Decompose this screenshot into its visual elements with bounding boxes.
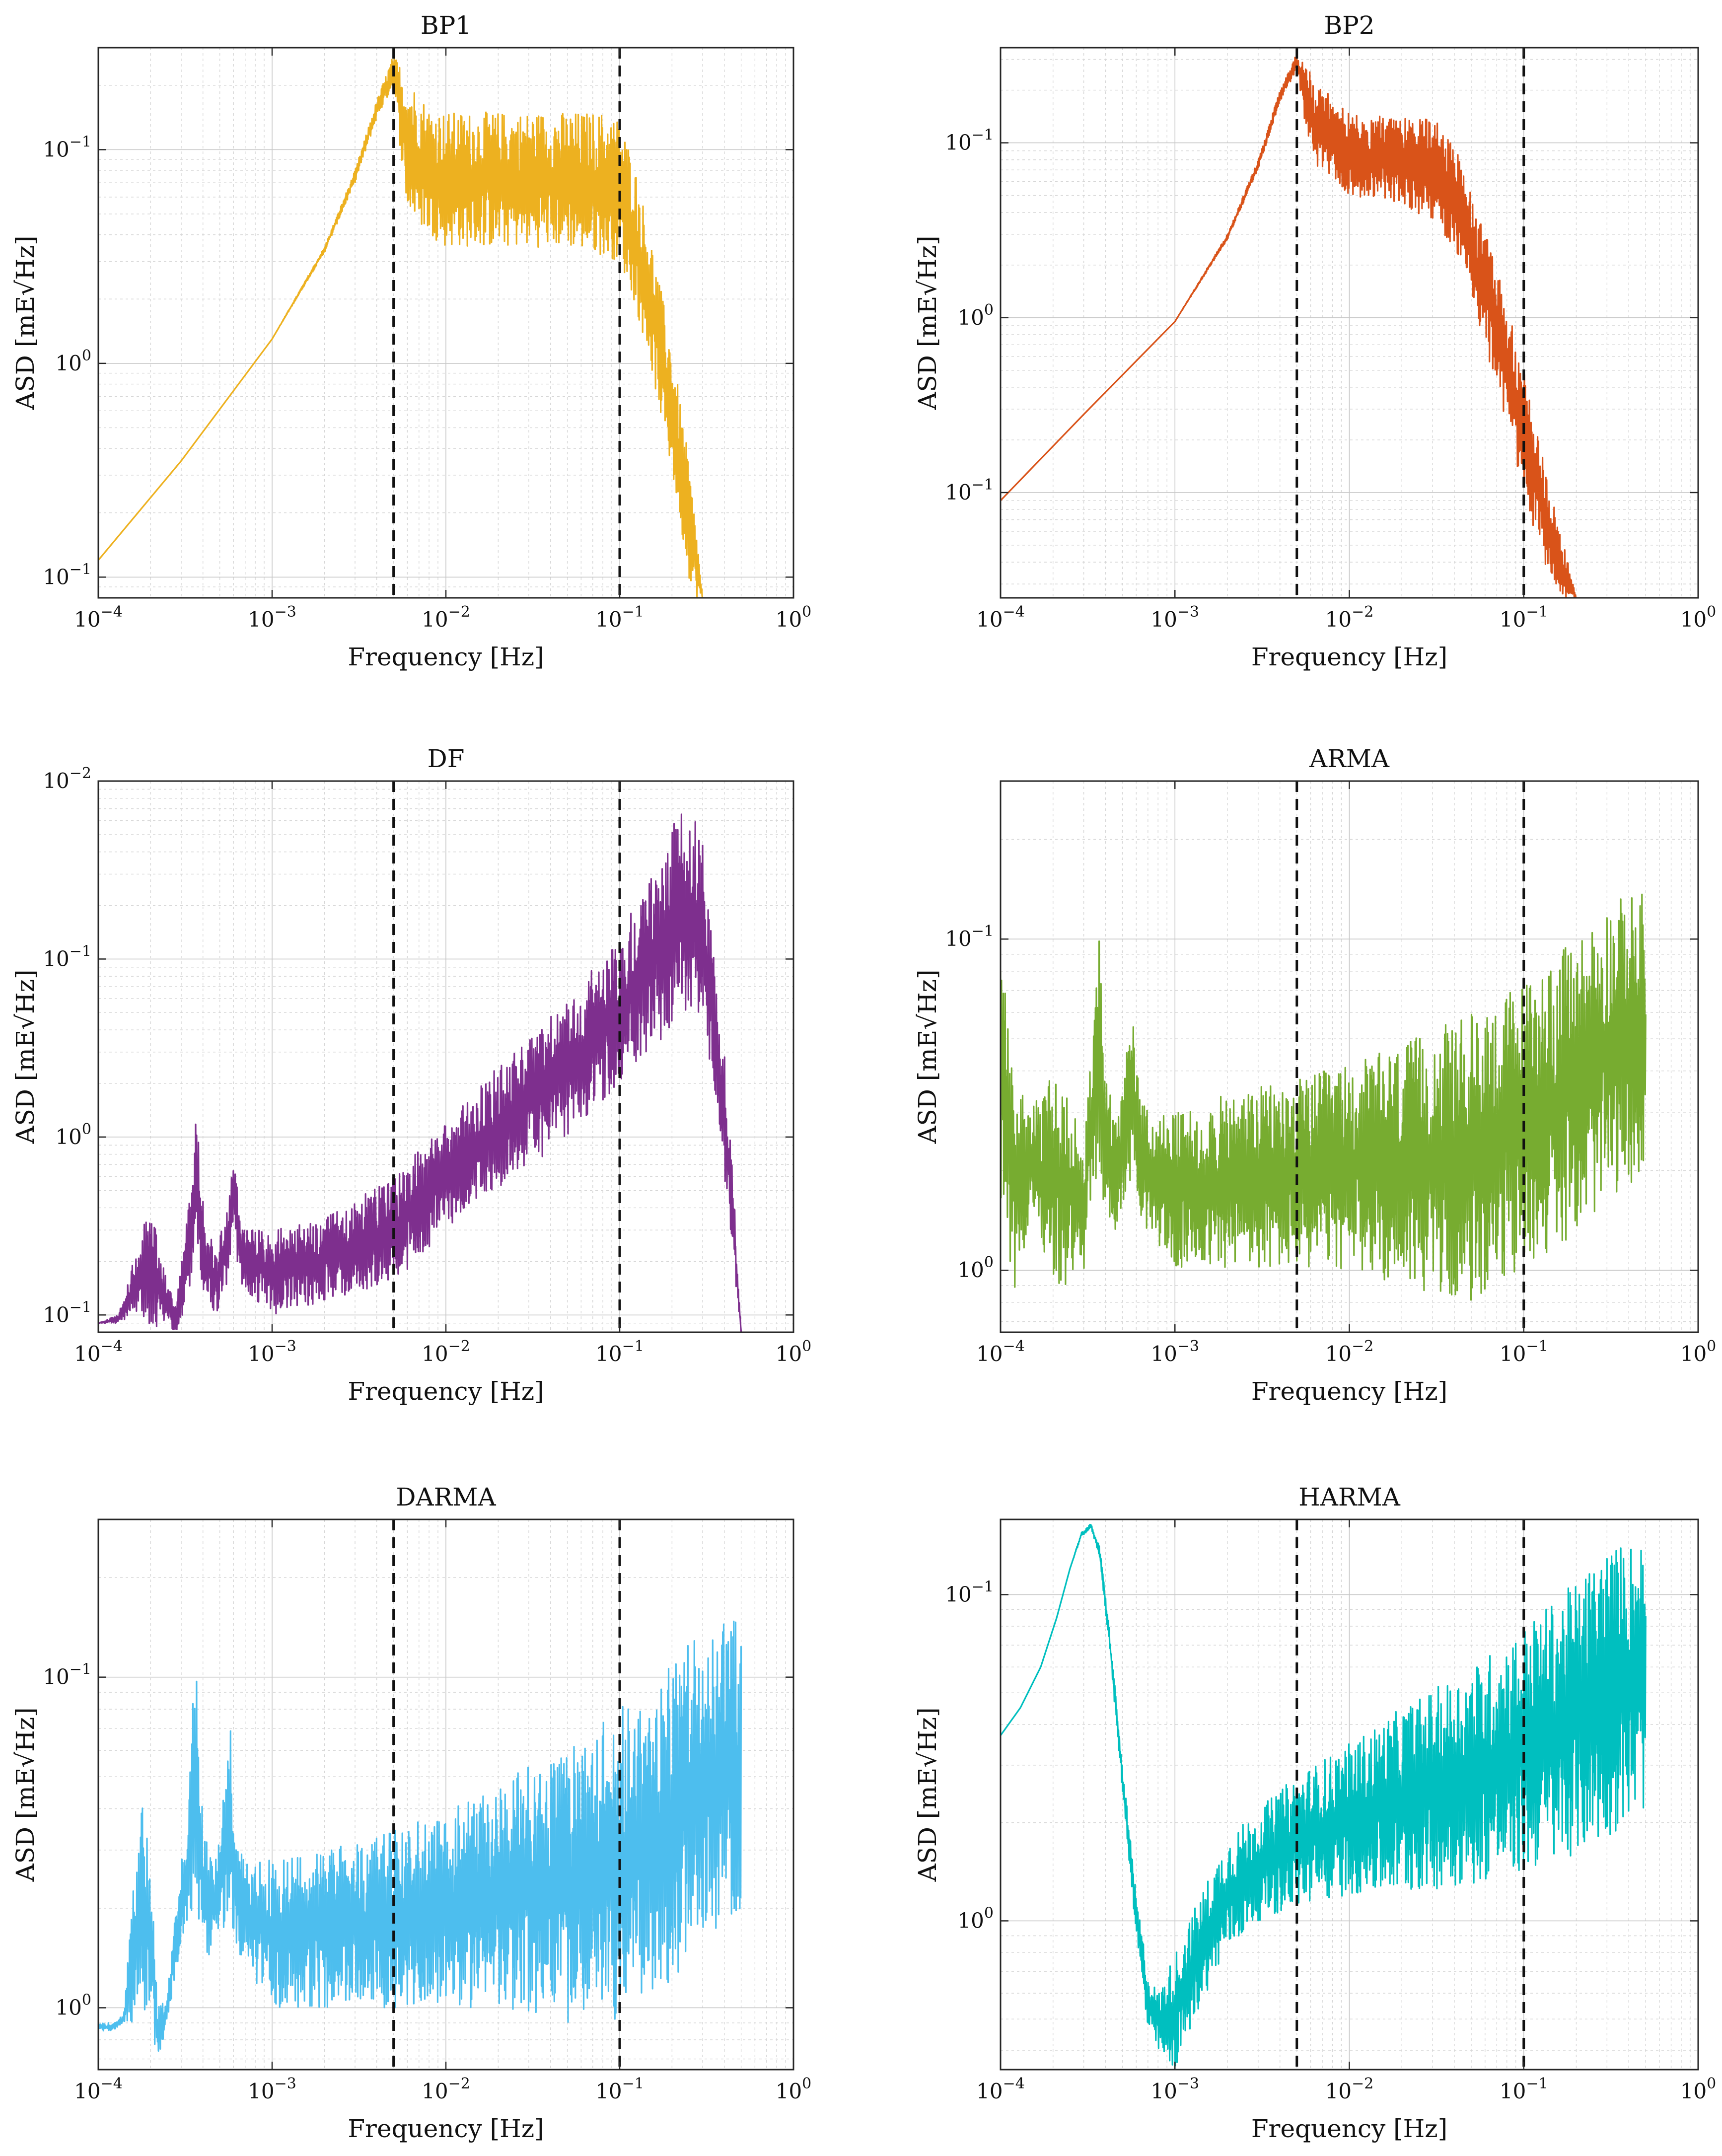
y-tick-label: 10−1 <box>945 1578 994 1606</box>
x-axis-label: Frequency [Hz] <box>1251 643 1447 671</box>
x-tick-label: 100 <box>1680 2075 1717 2103</box>
x-axis-label: Frequency [Hz] <box>348 643 544 671</box>
y-tick-label: 10−1 <box>43 561 91 589</box>
chart-title: BP1 <box>421 11 471 40</box>
x-tick-label: 10−4 <box>74 1338 123 1366</box>
y-axis-label: ASD [mE√Hz] <box>11 1707 40 1882</box>
x-axis-label: Frequency [Hz] <box>348 1377 544 1406</box>
x-tick-label: 100 <box>776 2075 812 2103</box>
x-tick-label: 10−2 <box>422 1338 470 1366</box>
x-tick-label: 10−3 <box>1150 1338 1199 1366</box>
y-axis-label: ASD [mE√Hz] <box>913 969 942 1144</box>
x-axis-label: Frequency [Hz] <box>1251 1377 1447 1406</box>
y-tick-label: 10−1 <box>945 476 994 504</box>
x-tick-label: 10−3 <box>248 2075 296 2103</box>
series-line-harma <box>1001 1523 1647 2067</box>
y-tick-label: 10−2 <box>43 765 91 793</box>
x-tick-label: 10−1 <box>1500 2075 1548 2103</box>
y-tick-label: 10−1 <box>43 1298 91 1327</box>
x-tick-label: 10−2 <box>1325 603 1374 632</box>
x-tick-label: 10−1 <box>1500 603 1548 632</box>
x-tick-label: 10−1 <box>1500 1338 1548 1366</box>
x-tick-label: 10−1 <box>595 2075 644 2103</box>
x-tick-label: 100 <box>1680 1338 1717 1366</box>
x-axis-label: Frequency [Hz] <box>1251 2114 1447 2143</box>
y-axis-label: ASD [mE√Hz] <box>913 235 942 410</box>
x-tick-label: 10−1 <box>595 603 644 632</box>
x-tick-label: 100 <box>776 603 812 632</box>
chart-panel-darma: 10−4 10−3 10−2 10−1 100 100 10−1 DARMA Frequency… <box>11 1483 811 2143</box>
y-axis-label: ASD [mE√Hz] <box>11 969 40 1144</box>
y-tick-label: 100 <box>957 1904 994 1933</box>
y-axis-label: ASD [mE√Hz] <box>913 1707 942 1882</box>
chart-panel-df: 10−4 10−3 10−2 10−1 100 10−1 100 10−1 10−2 DF Freq… <box>11 744 811 1406</box>
chart-title: DARMA <box>396 1483 496 1511</box>
y-tick-label: 100 <box>957 301 994 330</box>
y-tick-label: 10−1 <box>43 942 91 971</box>
x-tick-label: 10−2 <box>1325 2075 1374 2103</box>
x-tick-label: 10−4 <box>976 1338 1025 1366</box>
chart-panel-arma: 10−4 10−3 10−2 10−1 100 100 10−1 ARMA Frequency … <box>913 744 1716 1406</box>
y-tick-label: 10−1 <box>43 1661 91 1689</box>
y-axis-label: ASD [mE√Hz] <box>11 235 40 410</box>
x-tick-label: 10−4 <box>74 2075 123 2103</box>
x-tick-label: 10−3 <box>1150 603 1199 632</box>
y-tick-label: 10−1 <box>43 133 91 161</box>
x-tick-label: 10−1 <box>595 1338 644 1366</box>
y-tick-label: 100 <box>957 1254 994 1282</box>
y-tick-label: 100 <box>55 1991 91 2019</box>
x-tick-label: 10−3 <box>1150 2075 1199 2103</box>
x-tick-label: 10−2 <box>1325 1338 1374 1366</box>
chart-title: ARMA <box>1309 744 1390 773</box>
series-line-df <box>98 813 742 1332</box>
chart-title: DF <box>428 744 465 773</box>
chart-panel-harma: 10−4 10−3 10−2 10−1 100 100 10−1 HARMA Frequency… <box>913 1483 1716 2143</box>
x-tick-label: 100 <box>1680 603 1717 632</box>
series-line-darma <box>98 1620 742 2052</box>
y-tick-label: 10−1 <box>945 923 994 951</box>
x-tick-label: 10−4 <box>976 2075 1025 2103</box>
series-line-bp1 <box>98 55 704 598</box>
y-tick-label: 10−1 <box>945 127 994 155</box>
x-tick-label: 10−2 <box>422 2075 470 2103</box>
chart-title: HARMA <box>1298 1483 1401 1511</box>
x-tick-label: 10−4 <box>976 603 1025 632</box>
y-tick-label: 100 <box>55 1121 91 1149</box>
chart-title: BP2 <box>1324 11 1374 40</box>
y-tick-label: 100 <box>55 347 91 375</box>
chart-panel-bp2: 10−4 10−3 10−2 10−1 100 10−1 100 10−1 BP2 Frequen… <box>913 11 1716 671</box>
x-axis-label: Frequency [Hz] <box>348 2114 544 2143</box>
series-line-arma <box>1001 893 1647 1301</box>
x-tick-label: 10−3 <box>248 1338 296 1366</box>
x-tick-label: 10−2 <box>422 603 470 632</box>
x-tick-label: 10−4 <box>74 603 123 632</box>
series-line-bp2 <box>1001 54 1577 598</box>
x-tick-label: 100 <box>776 1338 812 1366</box>
x-tick-label: 10−3 <box>248 603 296 632</box>
chart-panel-bp1: 10−4 10−3 10−2 10−1 100 10−1 100 10−1 BP1 Frequen… <box>11 11 811 671</box>
